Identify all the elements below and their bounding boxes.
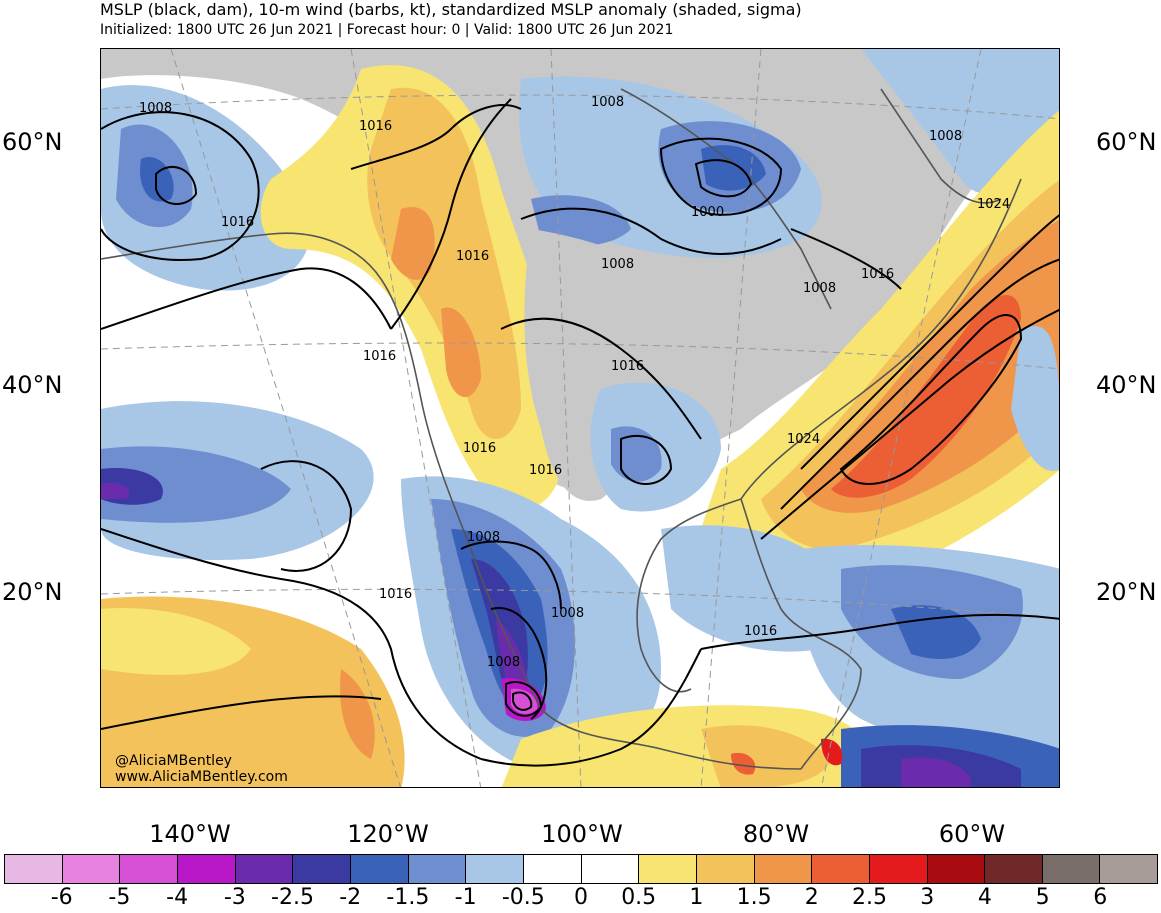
credit-website: www.AliciaMBentley.com — [115, 769, 288, 785]
colorbar-label: -1.5 — [386, 885, 430, 910]
colorbar-label: -2.5 — [271, 885, 314, 910]
colorbar-label: 2 — [804, 885, 819, 910]
lat-label-right: 60°N — [1096, 128, 1157, 156]
colorbar-swatch — [812, 855, 870, 883]
colorbar-swatch — [408, 855, 467, 883]
colorbar-label: 1.5 — [736, 885, 772, 910]
weather-map: 1008 1016 1008 1000 1008 1008 1016 1016 … — [100, 48, 1060, 788]
isobar-label: 1016 — [611, 359, 645, 374]
map-subtitle: Initialized: 1800 UTC 26 Jun 2021 | Fore… — [100, 22, 674, 38]
isobar-label: 1008 — [467, 530, 501, 545]
lat-label-right: 20°N — [1096, 578, 1157, 606]
isobar-label: 1016 — [463, 441, 497, 456]
isobar-label: 1016 — [359, 119, 393, 134]
colorbar-swatch — [235, 855, 294, 883]
colorbar-label: 0 — [574, 885, 588, 910]
colorbar-label: -0.5 — [501, 885, 545, 910]
colorbar-label: -2 — [339, 885, 362, 910]
isobar-label: 1000 — [691, 205, 725, 220]
colorbar-label: 0.5 — [621, 885, 657, 910]
colorbar-swatch — [927, 855, 986, 883]
isobar-label: 1008 — [487, 655, 521, 670]
colorbar-swatch — [62, 855, 121, 883]
lon-label: 80°W — [742, 820, 810, 848]
colorbar-swatch — [293, 855, 351, 883]
credit-handle: @AliciaMBentley — [115, 753, 232, 769]
colorbar-swatch — [466, 855, 524, 883]
colorbar-swatch — [350, 855, 409, 883]
colorbar-label: -4 — [166, 885, 189, 910]
lon-label: 60°W — [938, 820, 1006, 848]
colorbar-label: -3 — [223, 885, 246, 910]
colorbar-swatch — [696, 855, 755, 883]
isobar-label: 1016 — [456, 249, 490, 264]
colorbar-label: -5 — [108, 885, 131, 910]
lat-label-right: 40°N — [1096, 371, 1157, 399]
map-graphic — [101, 49, 1059, 787]
colorbar-swatch — [5, 855, 63, 883]
colorbar-swatch — [639, 855, 697, 883]
colorbar-swatch — [754, 855, 813, 883]
lon-label: 120°W — [347, 820, 429, 848]
isobar-label: 1008 — [803, 281, 837, 296]
lon-label: 140°W — [149, 820, 231, 848]
colorbar-swatch — [1100, 855, 1158, 883]
isobar-label: 1016 — [221, 215, 255, 230]
colorbar-label: 4 — [977, 885, 992, 910]
colorbar-label: 3 — [920, 885, 935, 910]
colorbar-label: -6 — [50, 885, 73, 910]
isobar-label: 1024 — [787, 432, 821, 447]
isobar-label: 1008 — [601, 257, 635, 272]
colorbar-swatch — [177, 855, 236, 883]
isobar-label: 1016 — [363, 349, 397, 364]
isobar-label: 1024 — [977, 197, 1011, 212]
isobar-label: 1008 — [591, 95, 625, 110]
isobar-label: 1008 — [139, 101, 173, 116]
lat-label-left: 20°N — [2, 578, 63, 606]
colorbar-label: 1 — [689, 885, 704, 910]
colorbar-swatch — [985, 855, 1043, 883]
isobar-label: 1016 — [744, 624, 778, 639]
colorbar-swatch — [869, 855, 928, 883]
lat-label-left: 60°N — [2, 128, 63, 156]
colorbar-label: 2.5 — [852, 885, 887, 910]
colorbar-label: 5 — [1035, 885, 1050, 910]
colorbar-label: 6 — [1093, 885, 1108, 910]
colorbar-label: -1 — [454, 885, 477, 910]
isobar-label: 1016 — [861, 267, 895, 282]
colorbar-swatch — [523, 855, 582, 883]
map-title: MSLP (black, dam), 10-m wind (barbs, kt)… — [100, 0, 802, 19]
lat-label-left: 40°N — [2, 371, 63, 399]
colorbar-swatch — [581, 855, 640, 883]
colorbar-swatch — [120, 855, 178, 883]
lon-label: 100°W — [541, 820, 623, 848]
isobar-label: 1016 — [529, 463, 563, 478]
isobar-label: 1016 — [379, 587, 413, 602]
anomaly-colorbar — [4, 854, 1158, 884]
colorbar-swatch — [1042, 855, 1101, 883]
isobar-label: 1008 — [551, 606, 585, 621]
isobar-label: 1008 — [929, 129, 963, 144]
